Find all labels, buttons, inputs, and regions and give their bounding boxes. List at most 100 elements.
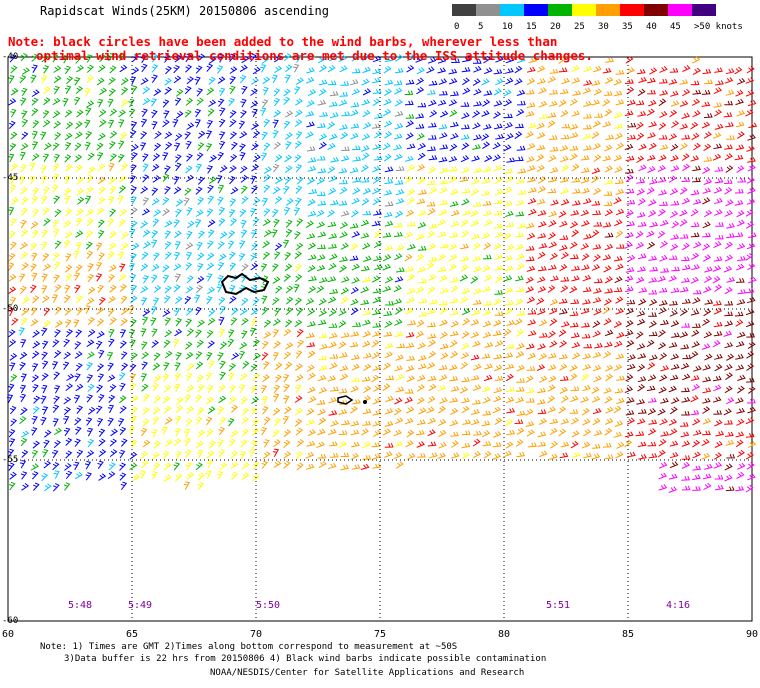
wind-barb bbox=[75, 217, 83, 227]
wind-barb bbox=[538, 87, 547, 94]
wind-barb bbox=[131, 152, 138, 161]
wind-barb bbox=[439, 287, 449, 294]
wind-barb bbox=[735, 485, 745, 492]
wind-barb bbox=[514, 156, 524, 162]
wind-barb bbox=[142, 229, 151, 238]
wind-barb bbox=[195, 351, 203, 360]
wind-barb bbox=[362, 340, 371, 348]
wind-barb bbox=[33, 395, 41, 404]
wind-barb bbox=[338, 430, 348, 436]
wind-barb bbox=[372, 296, 382, 304]
wind-barb bbox=[746, 176, 755, 184]
wind-barb bbox=[140, 118, 148, 128]
wind-barb bbox=[41, 74, 48, 84]
wind-barb bbox=[75, 426, 82, 435]
wind-barb bbox=[670, 165, 680, 172]
wind-barb bbox=[604, 276, 613, 284]
wind-barb bbox=[516, 56, 526, 64]
wind-barb bbox=[736, 165, 745, 173]
wind-barb bbox=[604, 232, 614, 238]
wind-barb bbox=[129, 373, 136, 382]
wind-barb bbox=[85, 107, 92, 116]
wind-barb bbox=[352, 156, 362, 162]
wind-barb bbox=[84, 460, 92, 470]
wind-barb bbox=[637, 376, 647, 383]
wind-barb bbox=[626, 340, 635, 348]
wind-barb bbox=[362, 88, 372, 96]
wind-barb bbox=[417, 266, 426, 273]
wind-barb bbox=[372, 55, 382, 63]
wind-barb bbox=[185, 242, 194, 250]
wind-barb bbox=[241, 263, 249, 272]
wind-barb bbox=[461, 442, 471, 449]
wind-barb bbox=[569, 145, 579, 151]
wind-barb bbox=[560, 109, 569, 118]
wind-barb bbox=[525, 286, 535, 293]
wind-barb bbox=[472, 384, 482, 391]
wind-barb bbox=[383, 211, 393, 218]
wind-barb bbox=[638, 143, 647, 151]
wind-barb bbox=[65, 383, 74, 392]
wind-barb bbox=[275, 285, 283, 294]
wind-barb bbox=[195, 440, 204, 449]
wind-barb bbox=[702, 187, 712, 194]
wind-barb bbox=[383, 362, 391, 371]
wind-barb bbox=[439, 243, 449, 249]
wind-barb bbox=[703, 286, 712, 293]
wind-barb bbox=[241, 472, 250, 480]
wind-barb bbox=[461, 66, 471, 73]
wind-barb bbox=[186, 471, 195, 480]
wind-barb bbox=[151, 339, 159, 348]
wind-barb bbox=[217, 439, 224, 448]
wind-barb bbox=[64, 208, 72, 217]
wind-barb bbox=[659, 144, 669, 150]
wind-barb bbox=[261, 306, 269, 316]
wind-barb bbox=[43, 142, 52, 151]
wind-barb bbox=[285, 296, 294, 305]
wind-barb bbox=[405, 365, 415, 372]
wind-barb bbox=[657, 275, 667, 282]
wind-barb bbox=[703, 482, 712, 491]
wind-barb bbox=[76, 188, 84, 196]
wind-barb bbox=[272, 318, 281, 326]
wind-barb bbox=[668, 255, 678, 260]
wind-barb bbox=[294, 86, 301, 95]
wind-barb bbox=[613, 123, 623, 129]
wind-barb bbox=[427, 417, 437, 425]
wind-barb bbox=[362, 420, 371, 426]
wind-barb bbox=[504, 287, 513, 294]
wind-barb bbox=[679, 209, 688, 217]
wind-barb bbox=[482, 320, 492, 328]
wind-barb bbox=[96, 142, 104, 151]
wind-barb bbox=[109, 153, 117, 162]
wind-barb bbox=[8, 98, 17, 106]
wind-barb bbox=[525, 421, 535, 427]
wind-barb bbox=[65, 273, 73, 282]
wind-barb bbox=[330, 112, 339, 119]
wind-barb bbox=[514, 318, 523, 326]
wind-barb bbox=[427, 89, 436, 95]
wind-barb bbox=[701, 101, 711, 107]
wind-barb bbox=[218, 54, 225, 63]
wind-barb bbox=[175, 88, 184, 97]
wind-barb bbox=[175, 154, 182, 163]
wind-barb bbox=[295, 77, 304, 85]
wind-barb bbox=[503, 89, 512, 97]
wind-barb bbox=[525, 276, 534, 284]
wind-barb bbox=[449, 188, 459, 196]
wind-barb bbox=[229, 119, 237, 128]
wind-barb bbox=[669, 109, 678, 118]
wind-barb bbox=[734, 66, 743, 75]
wind-barb bbox=[8, 253, 16, 262]
wind-barb bbox=[581, 407, 590, 416]
wind-barb bbox=[604, 329, 614, 337]
wind-barb bbox=[592, 351, 602, 358]
wind-barb bbox=[341, 332, 350, 338]
wind-barb bbox=[473, 363, 482, 371]
wind-barb bbox=[538, 113, 548, 119]
wind-barb bbox=[593, 187, 602, 195]
wind-barb bbox=[42, 253, 50, 262]
wind-barb bbox=[151, 471, 158, 480]
wind-barb bbox=[75, 329, 83, 338]
wind-barb bbox=[53, 261, 61, 270]
